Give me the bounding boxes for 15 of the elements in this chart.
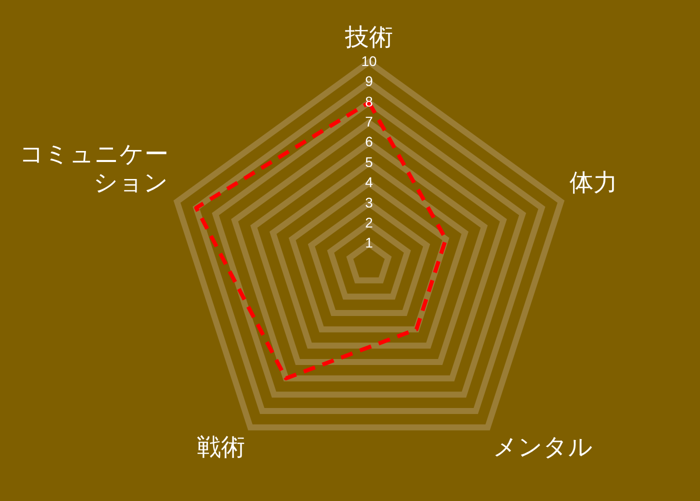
y-tick-label: 5 bbox=[365, 154, 374, 170]
y-tick-label: 2 bbox=[365, 214, 374, 230]
y-tick-label: 7 bbox=[365, 114, 374, 130]
spoke-label: 戦術 bbox=[197, 433, 246, 462]
y-tick-label: 8 bbox=[365, 93, 374, 110]
y-tick-label: 6 bbox=[365, 134, 374, 150]
spoke-label: 技術 bbox=[344, 22, 393, 51]
y-tick-label: 3 bbox=[365, 194, 374, 210]
y-tick-label: 10 bbox=[361, 52, 377, 69]
spoke-label: メンタル bbox=[492, 433, 593, 462]
y-tick-label: 1 bbox=[365, 234, 374, 251]
y-tick-label: 4 bbox=[365, 174, 374, 190]
spoke-label: 体力 bbox=[570, 168, 618, 197]
y-tick-label: 9 bbox=[365, 73, 374, 90]
spoke-label: コミュニケーション bbox=[19, 140, 168, 197]
